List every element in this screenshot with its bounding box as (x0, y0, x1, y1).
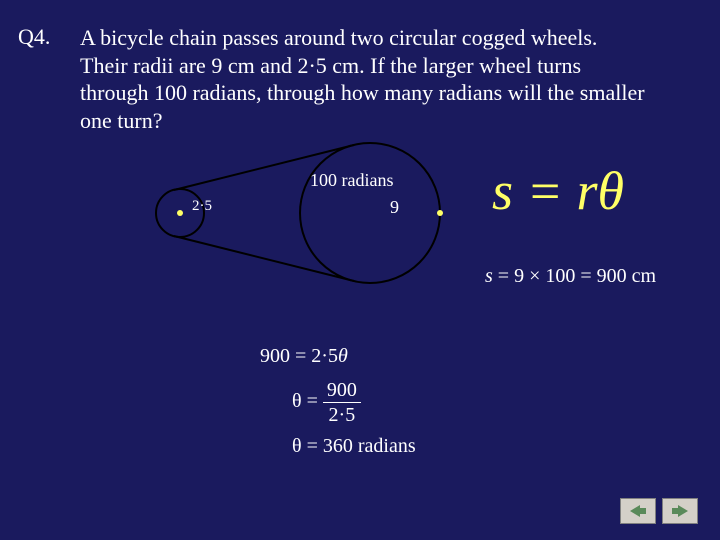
calc-equation-1: 900 = 2·5θ (260, 345, 348, 368)
prev-icon (628, 504, 648, 518)
eq1-theta: θ (338, 345, 348, 367)
calc-s-rest: = 9 × 100 = 900 cm (493, 265, 656, 287)
fraction: 9002·5 (323, 380, 361, 425)
calc-equation-3: θ = 360 radians (292, 435, 416, 458)
formula-text: s = rθ (492, 161, 624, 221)
eq3-theta: θ (292, 435, 302, 457)
var-s: s (485, 265, 493, 287)
next-button[interactable] (662, 498, 698, 524)
arc-length-formula: s = rθ (492, 160, 624, 222)
eq1-prefix: 900 = 2·5 (260, 345, 338, 367)
label-100-radians: 100 radians (310, 170, 393, 191)
question-text: A bicycle chain passes around two circul… (80, 24, 650, 134)
calc-arc-length: s = 9 × 100 = 900 cm (485, 265, 656, 288)
calc-equation-2: θ = 9002·5 (292, 380, 361, 425)
question-number: Q4. (18, 24, 50, 50)
label-radius-2-5: 2·5 (192, 198, 212, 215)
prev-button[interactable] (620, 498, 656, 524)
wheel-diagram (130, 140, 470, 290)
label-radius-9: 9 (390, 197, 399, 218)
fraction-numerator: 900 (323, 380, 361, 403)
fraction-denominator: 2·5 (323, 403, 361, 425)
eq2-theta: θ (292, 390, 302, 412)
navigation (620, 498, 698, 524)
next-icon (670, 504, 690, 518)
eq3-rest: = 360 radians (302, 435, 416, 457)
eq2-equals: = (302, 390, 323, 412)
